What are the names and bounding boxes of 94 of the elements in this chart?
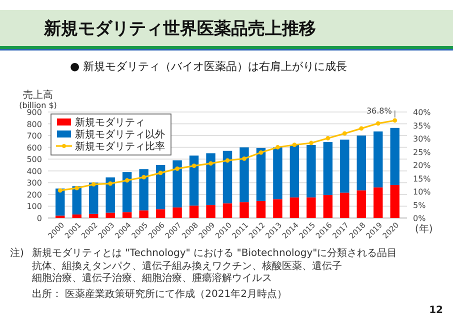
point <box>376 121 380 126</box>
y2-tick-label: 20% <box>413 161 432 170</box>
bar <box>139 210 148 218</box>
bar <box>306 197 316 218</box>
point <box>276 145 280 150</box>
bar <box>139 169 148 210</box>
bar <box>206 205 216 218</box>
y-tick-label: 100 <box>26 202 42 212</box>
bar <box>256 148 266 201</box>
point <box>175 166 180 171</box>
bar <box>56 188 65 216</box>
bar <box>240 147 249 202</box>
bar <box>374 131 383 188</box>
bar <box>240 202 249 218</box>
bar <box>222 203 232 218</box>
point <box>124 178 130 183</box>
bar <box>340 140 350 193</box>
bar <box>390 128 400 186</box>
chart-subtitle: ● 新規モダリティ（バイオ医薬品）は右肩上がりに成長 <box>70 60 348 73</box>
y-tick-label: 0 <box>36 214 42 223</box>
y2-tick-label: 35% <box>413 121 432 130</box>
point <box>74 186 80 190</box>
text: 新規モダリティとは "Technology" における "Biotechnology"に分類される品目 <box>32 247 398 259</box>
y2-tick-label: 5% <box>413 200 426 210</box>
y2-tick-label: 25% <box>413 148 432 157</box>
bar <box>273 199 282 218</box>
y-tick-label: 900 <box>26 108 42 117</box>
y-tick-label: 400 <box>26 166 42 176</box>
point <box>108 181 113 186</box>
point <box>292 142 297 148</box>
bar <box>72 214 82 218</box>
point <box>242 156 246 161</box>
point <box>308 140 314 146</box>
y2-tick-label: 30% <box>413 134 432 144</box>
bar <box>306 144 316 198</box>
y-tick-label: 500 <box>26 155 42 164</box>
y-tick-label: 800 <box>26 120 42 129</box>
point <box>326 136 330 140</box>
bar <box>290 197 300 218</box>
bar <box>89 182 98 214</box>
bar <box>273 147 282 200</box>
legend-label: 新規モダリティ以外 <box>75 128 165 140</box>
legend-label: 新規モダリティ比率 <box>75 140 165 152</box>
text: 注) <box>10 247 24 259</box>
y-tick-label: 300 <box>26 178 42 188</box>
bar <box>72 186 82 214</box>
bar <box>189 206 199 218</box>
bar <box>189 156 199 206</box>
bar <box>340 192 350 218</box>
point <box>142 174 146 180</box>
bar <box>323 142 333 196</box>
bar <box>206 153 216 206</box>
bar <box>156 209 166 218</box>
bar <box>122 212 132 218</box>
bar <box>106 212 115 218</box>
y2-tick-label: 10% <box>413 188 432 196</box>
point <box>359 126 364 131</box>
x-axis-title: (年) <box>415 223 433 235</box>
bar <box>290 144 300 198</box>
text: 出所： 医薬産業政策研究所にて作成（2021年2月時点） <box>32 288 287 300</box>
text: 抗体、組換えタンパク、遺伝子組み換えワクチン、核酸医薬、遺伝子細胞治療、遺伝子治療、細胞治療、腫瘍溶解ウイルス <box>31 260 342 284</box>
point <box>208 161 213 166</box>
point <box>91 182 96 187</box>
bar <box>323 195 333 218</box>
y2-tick-label: 0% <box>413 214 426 223</box>
point <box>58 188 62 193</box>
y-tick-label: 600 <box>26 143 42 152</box>
point <box>258 150 264 155</box>
point <box>225 158 230 163</box>
y-tick-label: 200 <box>26 190 42 200</box>
point <box>392 118 398 123</box>
bar <box>222 150 232 204</box>
bar <box>106 177 115 213</box>
point <box>192 164 196 168</box>
bar <box>172 207 182 218</box>
annotation: 36.8% <box>366 106 392 116</box>
y2-tick-label: 40% <box>413 108 432 117</box>
y2-tick-label: 15% <box>413 174 432 184</box>
bar <box>89 214 98 218</box>
bar <box>374 187 383 218</box>
point <box>342 131 347 136</box>
bar <box>256 200 266 218</box>
bar <box>156 165 166 210</box>
legend-label: 新規モダリティ <box>75 116 145 128</box>
bar <box>172 160 182 208</box>
y-tick-label: 700 <box>26 132 42 141</box>
y-axis-title: 売上高 (billion $) <box>19 89 57 110</box>
bar <box>356 136 366 190</box>
point <box>158 170 163 176</box>
bar <box>356 190 366 218</box>
chart-title: 新規モダリティ世界医薬品売上推移 <box>43 19 316 39</box>
bar <box>122 172 132 212</box>
text: 12 <box>429 305 444 316</box>
bar <box>390 185 400 218</box>
